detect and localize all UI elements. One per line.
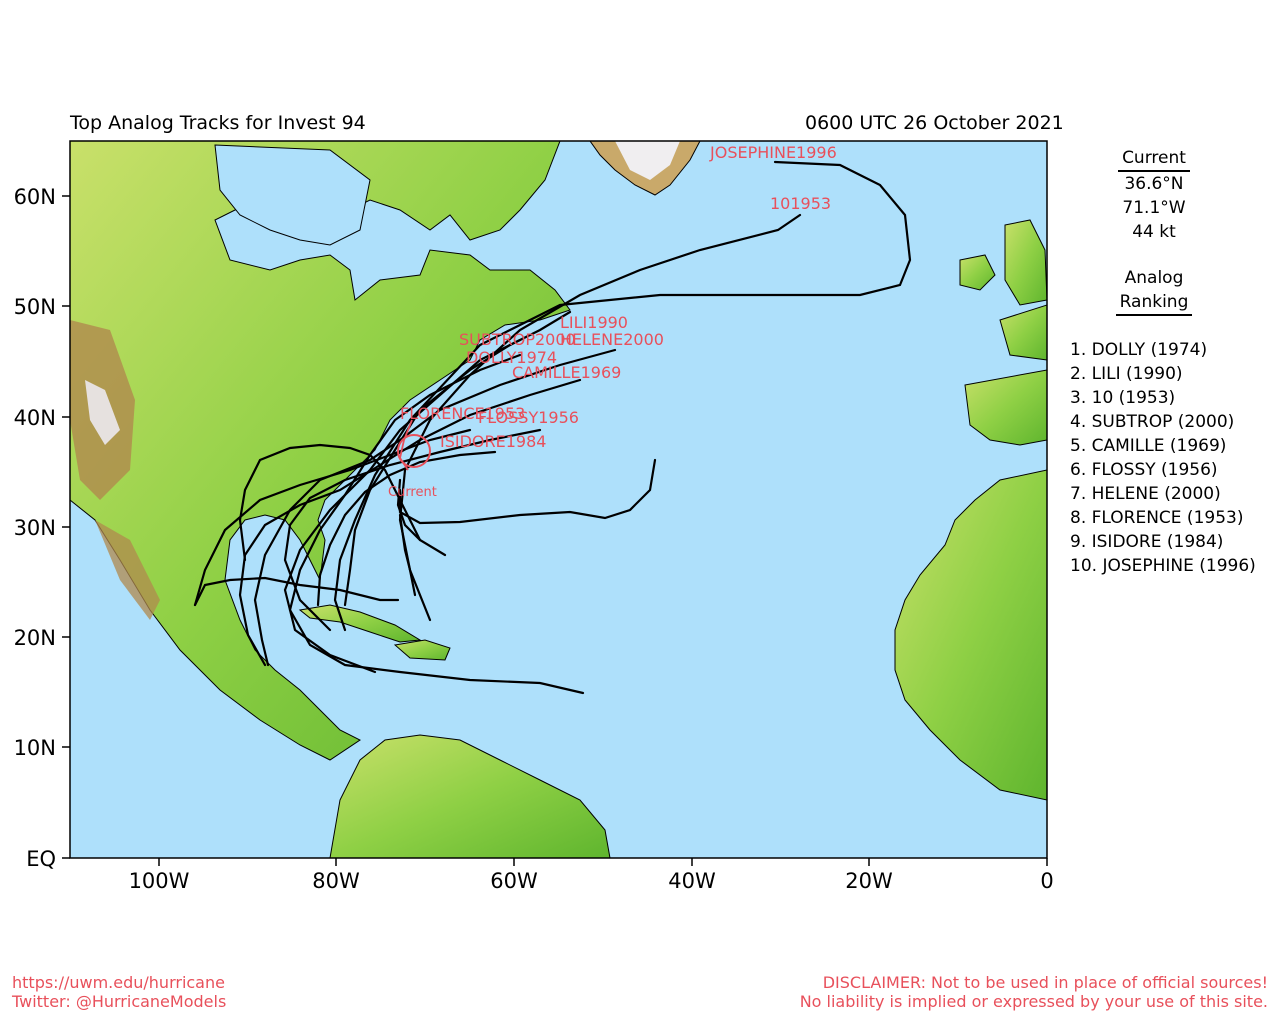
track-florence-1953 [193,428,472,607]
land-iberia [964,369,1047,446]
list-item: 7. HELENE (2000) [1070,484,1221,504]
current-lon: 71.1°W [1122,198,1186,218]
label-camille: CAMILLE1969 [512,363,621,382]
lat-label-10n: 10N [14,736,56,760]
track-josephine-1996 [333,160,912,632]
label-florence: FLORENCE1953 [400,404,525,423]
ranking-list: 1. DOLLY (1974) 2. LILI (1990) 3. 10 (19… [1070,338,1256,578]
track-carib-loop [238,443,422,562]
lat-label-20n: 20N [14,626,56,650]
track-southeast-curve [396,478,447,557]
land-britain [1004,219,1047,306]
track-south-gulf [193,576,400,607]
list-item: 2. LILI (1990) [1070,364,1183,384]
lon-label-20w: 20W [845,869,893,893]
disclaimer-line-2: No liability is implied or expressed by … [799,992,1268,1011]
footer-links: https://uwm.edu/hurricane Twitter: @Hurr… [12,973,226,1011]
land-south-america [329,734,611,858]
track-loop-east [398,458,657,525]
label-lili: LILI1990 [560,313,628,332]
track-helene-2000 [253,348,617,667]
footer-url[interactable]: https://uwm.edu/hurricane [12,973,225,992]
hudson-bay [214,144,371,246]
disclaimer-line-1: DISCLAIMER: Not to be used in place of o… [822,973,1268,992]
lon-label-0: 0 [1040,869,1053,893]
list-item: 3. 10 (1953) [1070,388,1176,408]
list-item: 10. JOSEPHINE (1996) [1070,556,1256,576]
lon-label-60w: 60W [490,869,538,893]
label-josephine: JOSEPHINE1996 [709,143,837,162]
footer-disclaimer: DISCLAIMER: Not to be used in place of o… [800,973,1268,1011]
track-flossy-1956 [283,428,542,632]
label-subtrop: SUBTROP2000 [459,330,576,349]
lat-label-30n: 30N [14,516,56,540]
axis-ticks [62,195,1048,866]
land-hispaniola [393,639,451,661]
landmasses [70,141,1047,858]
list-item: 8. FLORENCE (1953) [1070,508,1244,528]
current-lat: 36.6°N [1124,174,1184,194]
ranking-heading-line2: Ranking [1115,290,1193,316]
label-helene: HELENE2000 [560,330,664,349]
track-bahamas [398,513,417,597]
ranking-heading: Analog Ranking [1068,266,1240,316]
label-dolly: DOLLY1974 [466,348,557,367]
list-item: 6. FLOSSY (1956) [1070,460,1218,480]
lat-label-40n: 40N [14,406,56,430]
map-datetime: 0600 UTC 26 October 2021 [805,112,1064,134]
lon-label-40w: 40W [668,869,716,893]
label-flossy: FLOSSY1956 [478,408,579,427]
label-isidore: ISIDORE1984 [440,432,546,451]
map-frame [69,140,1048,859]
label-10-1953: 101953 [770,194,831,213]
analog-tracks [193,160,912,695]
land-ireland [959,254,996,291]
lon-label-80w: 80W [312,869,360,893]
list-item: 9. ISIDORE (1984) [1070,532,1224,552]
current-info-panel: Current 36.6°N 71.1°W 44 kt [1068,146,1240,244]
current-wind: 44 kt [1132,222,1176,242]
current-heading: Current [1118,146,1190,172]
ranking-heading-line1: Analog [1124,268,1184,288]
list-item: 1. DOLLY (1974) [1070,340,1208,360]
footer-twitter[interactable]: Twitter: @HurricaneModels [12,992,227,1011]
land-cuba [298,604,422,643]
lat-label-eq: EQ [26,847,56,871]
lat-label-60n: 60N [14,185,56,209]
track-dolly-1974 [288,353,585,695]
map-title: Top Analog Tracks for Invest 94 [70,112,366,134]
sierra-madre [95,520,160,620]
current-storm-marker [397,434,431,468]
track-camille-1969 [238,378,582,667]
current-map-label: Current [388,485,437,500]
list-item: 4. SUBTROP (2000) [1070,412,1235,432]
track-isidore-1984 [316,450,497,607]
lon-label-100w: 100W [129,869,190,893]
list-item: 5. CAMILLE (1969) [1070,436,1227,456]
land-africa [894,469,1047,801]
lat-label-50n: 50N [14,295,56,319]
